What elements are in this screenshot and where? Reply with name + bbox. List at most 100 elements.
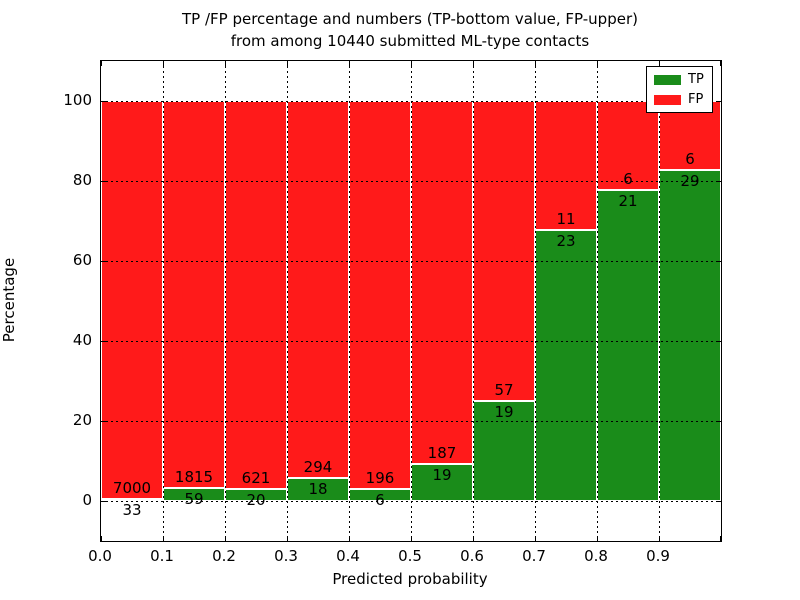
fp-count-label: 187: [427, 444, 457, 463]
fp-bar-segment: [597, 101, 659, 190]
x-tick-label: 0.5: [398, 547, 422, 565]
tp-count-label: 21: [618, 191, 638, 210]
legend-entry-tp: TP: [654, 72, 712, 87]
tp-count-label: 59: [184, 490, 204, 509]
y-tick-mark: [101, 501, 106, 502]
fp-swatch-icon: [654, 94, 681, 105]
chart-title-line2: from among 10440 submitted ML-type conta…: [230, 32, 590, 50]
y-tick-label: 40: [72, 331, 92, 349]
x-gridline: [224, 61, 226, 541]
chart-title-line1: TP /FP percentage and numbers (TP-bottom…: [182, 10, 638, 28]
x-tick-label: 0.3: [274, 547, 298, 565]
y-tick-label: 100: [63, 91, 92, 109]
y-gridline: [101, 181, 721, 182]
y-tick-mark: [716, 501, 721, 502]
legend: TP FP: [646, 66, 713, 113]
x-tick-label: 0.7: [522, 547, 546, 565]
y-gridline: [101, 261, 721, 262]
fp-count-label: 294: [303, 457, 333, 476]
y-tick-label: 20: [72, 411, 92, 429]
x-tick-mark: [597, 61, 598, 66]
x-tick-mark: [473, 61, 474, 66]
fp-count-label: 196: [365, 469, 395, 488]
tp-bar-segment: [535, 230, 597, 501]
y-gridline: [101, 101, 721, 102]
x-tick-mark: [659, 536, 660, 541]
x-gridline: [596, 61, 598, 541]
y-tick-mark: [716, 421, 721, 422]
x-tick-mark: [101, 61, 102, 66]
x-tick-label: 0.1: [150, 547, 174, 565]
tp-count-label: 20: [246, 490, 266, 509]
x-tick-label: 0.6: [460, 547, 484, 565]
x-tick-label: 0.4: [336, 547, 360, 565]
tp-count-label: 19: [494, 403, 514, 421]
tp-count-label: 23: [556, 232, 576, 251]
x-tick-mark: [535, 61, 536, 66]
fp-count-label: 6: [623, 169, 633, 188]
tp-count-label: 19: [432, 466, 452, 485]
legend-entry-fp: FP: [654, 92, 712, 107]
x-tick-mark: [720, 536, 721, 541]
legend-label-fp: FP: [688, 92, 704, 107]
x-tick-mark: [163, 61, 164, 66]
tp-bar-segment: [597, 189, 659, 501]
y-tick-label: 60: [72, 251, 92, 269]
x-tick-mark: [411, 536, 412, 541]
y-tick-label: 80: [72, 171, 92, 189]
x-tick-mark: [411, 61, 412, 66]
x-tick-mark: [659, 61, 660, 66]
x-gridline: [286, 61, 288, 541]
fp-count-label: 621: [241, 468, 271, 487]
fp-bar-segment: [101, 101, 163, 500]
y-tick-mark: [716, 181, 721, 182]
tp-count-label: 29: [680, 171, 700, 190]
x-tick-label: 0.0: [88, 547, 112, 565]
x-tick-mark: [349, 536, 350, 541]
x-tick-mark: [163, 536, 164, 541]
y-tick-mark: [101, 101, 106, 102]
y-tick-mark: [716, 341, 721, 342]
chart-title: TP /FP percentage and numbers (TP-bottom…: [100, 8, 720, 52]
tp-count-label: 6: [375, 491, 385, 510]
y-tick-mark: [716, 261, 721, 262]
tp-bar-segment: [659, 169, 721, 501]
x-axis-label: Predicted probability: [332, 570, 488, 588]
plot-area: 7000 33 1815 59 621 20 294 18 196 6 187 19 57 19 11 23 6…: [100, 60, 722, 542]
x-gridline: [348, 61, 350, 541]
x-gridline: [534, 61, 536, 541]
fp-bar-segment: [411, 101, 473, 465]
fp-count-label: 7000: [112, 479, 152, 498]
fp-bar-segment: [163, 101, 225, 489]
tp-swatch-icon: [654, 74, 681, 85]
y-gridline: [101, 501, 721, 502]
fp-count-label: 57: [494, 381, 514, 399]
x-gridline: [472, 61, 474, 541]
y-tick-mark: [101, 181, 106, 182]
legend-label-tp: TP: [688, 72, 704, 87]
fp-bar-segment: [349, 101, 411, 490]
fp-count-label: 1815: [174, 468, 214, 487]
tp-count-label: 18: [308, 479, 328, 498]
x-tick-label: 0.9: [646, 547, 670, 565]
x-tick-label: 0.2: [212, 547, 236, 565]
y-tick-mark: [101, 421, 106, 422]
x-tick-mark: [597, 536, 598, 541]
fp-bar-segment: [473, 101, 535, 401]
y-tick-mark: [101, 341, 106, 342]
x-gridline: [162, 61, 164, 541]
x-gridline: [658, 61, 660, 541]
x-tick-mark: [720, 61, 721, 66]
x-tick-mark: [225, 536, 226, 541]
x-tick-mark: [287, 61, 288, 66]
y-tick-label: 0: [82, 491, 92, 509]
x-tick-mark: [535, 536, 536, 541]
y-tick-mark: [101, 261, 106, 262]
y-tick-mark: [716, 101, 721, 102]
x-tick-mark: [349, 61, 350, 66]
fp-count-label: 11: [556, 210, 576, 229]
y-gridline: [101, 341, 721, 342]
x-tick-mark: [287, 536, 288, 541]
y-axis-label: Percentage: [0, 257, 18, 343]
